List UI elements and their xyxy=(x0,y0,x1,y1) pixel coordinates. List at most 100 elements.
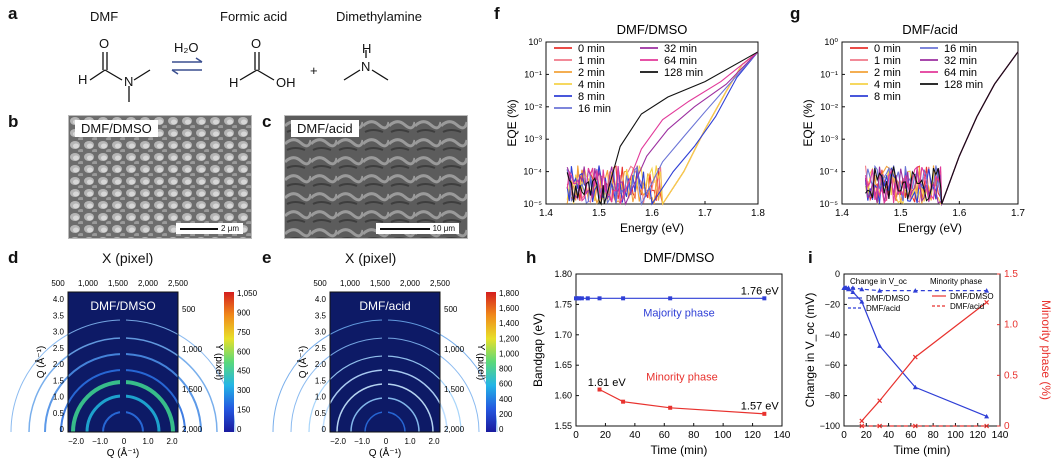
detector-gap xyxy=(382,292,388,432)
top-tick-label: 500 xyxy=(51,279,65,288)
y-tick-label: 10⁻¹ xyxy=(820,69,838,79)
y-tick-label: 10⁻² xyxy=(820,102,838,112)
left-tick-label: 3.0 xyxy=(315,328,327,337)
y-tick-label: 0 xyxy=(835,269,840,279)
x-tick-label: 40 xyxy=(629,430,641,441)
left-tick-label: 0.5 xyxy=(53,409,65,418)
right-tick-label: 1,500 xyxy=(182,385,203,394)
y-tick-label: 10⁰ xyxy=(528,37,542,47)
bottom-tick-label: 0 xyxy=(122,437,127,446)
legend-label: DMF/DMSO xyxy=(950,292,994,301)
legend-label: 0 min xyxy=(578,43,605,55)
legend-label: 4 min xyxy=(874,79,901,91)
x-axis-title: Time (min) xyxy=(651,443,708,457)
series-marker xyxy=(877,343,883,348)
eqe-series-line xyxy=(864,51,1019,206)
giwaxs-plot-dmf-dmso: DMF/DMSO 500 1,000 1,500 2,000 2,500 4.0 3.5 3.0… xyxy=(0,270,278,470)
series-marker xyxy=(912,354,918,360)
chart-title: DMF/acid xyxy=(902,22,958,37)
formic-acid-label: Formic acid xyxy=(220,9,288,24)
y-tick-label: 1.55 xyxy=(554,421,572,431)
bandgap-point xyxy=(668,296,673,301)
legend-label: DMF/DMSO xyxy=(866,294,910,303)
scale-bar-2um: 2 μm xyxy=(176,223,243,234)
panel-letter-h: h xyxy=(526,248,537,267)
right-tick-label: 2,000 xyxy=(182,425,203,434)
x-axis-title: Time (min) xyxy=(894,443,951,457)
dmf-label: DMF xyxy=(90,9,119,24)
left-tick-label: 3.5 xyxy=(315,311,327,320)
dmf-nitrogen: N xyxy=(124,74,134,89)
x-tick-label: 1.6 xyxy=(952,208,966,219)
colorbar-tick-label: 0 xyxy=(237,425,242,434)
y2-tick-label: 1.0 xyxy=(1004,320,1018,331)
colorbar-tick-label: 600 xyxy=(237,347,251,356)
x-tick-label: 1.7 xyxy=(1011,208,1025,219)
bandgap-point xyxy=(597,387,602,392)
d-top-axis-title: X (pixel) xyxy=(102,250,154,266)
series-marker xyxy=(850,289,856,294)
x-tick-label: 1.4 xyxy=(835,208,849,219)
right-axis-title: Y (pixel) xyxy=(475,344,486,381)
detector-gap xyxy=(120,292,126,432)
plot-frame xyxy=(67,291,179,433)
y-tick-label: 10⁻³ xyxy=(524,134,542,144)
colorbar-tick-label: 0 xyxy=(499,425,504,434)
top-tick-label: 2,000 xyxy=(400,279,421,288)
colorbar xyxy=(224,292,234,432)
annotation-1-76: 1.76 eV xyxy=(741,286,780,298)
y-tick-label: 1.65 xyxy=(554,360,572,370)
panel-letter-g: g xyxy=(790,4,801,23)
chart-title: DMF/DMSO xyxy=(644,250,715,265)
y-tick-label: 1.75 xyxy=(554,299,572,309)
dimethylamine-label: Dimethylamine xyxy=(336,9,422,24)
x-tick-label: 1.5 xyxy=(592,208,606,219)
colorbar-tick-label: 750 xyxy=(237,328,251,337)
plot-frame xyxy=(843,273,1001,427)
legend-label: 32 min xyxy=(944,55,977,67)
y-axis-title: Bandgap (eV) xyxy=(531,313,545,387)
legend-label: 32 min xyxy=(664,43,697,55)
x-tick-label: 1.6 xyxy=(645,208,659,219)
bottom-tick-label: 0 xyxy=(384,437,389,446)
y-tick-label: −80 xyxy=(825,391,840,401)
sem-label-dmf-dmso: DMF/DMSO xyxy=(75,120,158,137)
bandgap-series-line xyxy=(599,388,765,415)
x-tick-label: 60 xyxy=(905,430,917,441)
bandgap-point xyxy=(597,296,602,301)
legend-label: 2 min xyxy=(874,67,901,79)
y-tick-label: −40 xyxy=(825,330,840,340)
y-tick-label: 10⁻² xyxy=(524,102,542,112)
series-marker xyxy=(859,418,865,424)
bandgap-point xyxy=(621,296,626,301)
y2-tick-label: 0 xyxy=(1004,421,1010,432)
colorbar-tick-label: 150 xyxy=(237,406,251,415)
bottom-tick-label: −2.0 xyxy=(330,437,346,446)
bottom-axis-title: Q (Å⁻¹) xyxy=(369,446,402,459)
legend-label: DMF/acid xyxy=(866,304,900,313)
x-tick-label: 140 xyxy=(774,430,791,441)
colorbar-tick-label: 800 xyxy=(499,365,513,374)
left-tick-label: 0 xyxy=(60,425,65,434)
series-marker xyxy=(984,299,990,305)
colorbar-tick-label: 300 xyxy=(237,386,251,395)
left-tick-label: 2.5 xyxy=(53,344,65,353)
legend-label: DMF/acid xyxy=(950,302,984,311)
inner-sample-label: DMF/DMSO xyxy=(90,299,155,313)
legend-label: 8 min xyxy=(578,91,605,103)
left-tick-label: 1.0 xyxy=(315,393,327,402)
right-tick-label: 1,000 xyxy=(182,345,203,354)
chart-i-voc-minority: 0 20 40 60 80 100 120 1400−20−40−60−80−100Time … xyxy=(803,269,1053,457)
series-marker xyxy=(859,286,865,292)
scale-bar-10um: 10 μm xyxy=(375,223,459,234)
eqe-series-line xyxy=(566,51,759,206)
y-tick-label: 10⁰ xyxy=(824,37,838,47)
left-tick-label: 4.0 xyxy=(53,295,65,304)
left-tick-label: 2.5 xyxy=(315,344,327,353)
chart-h-bandgap: 0 20 40 60 80 100 120 140 1.80 1.75 1.70 1.65 1.60 1.… xyxy=(531,250,791,457)
bottom-tick-label: −1.0 xyxy=(92,437,108,446)
y-tick-label: 10⁻³ xyxy=(820,134,838,144)
scale-bar-label: 2 μm xyxy=(221,224,239,233)
colorbar-tick-label: 1,050 xyxy=(237,289,258,298)
x-tick-label: 80 xyxy=(688,430,700,441)
